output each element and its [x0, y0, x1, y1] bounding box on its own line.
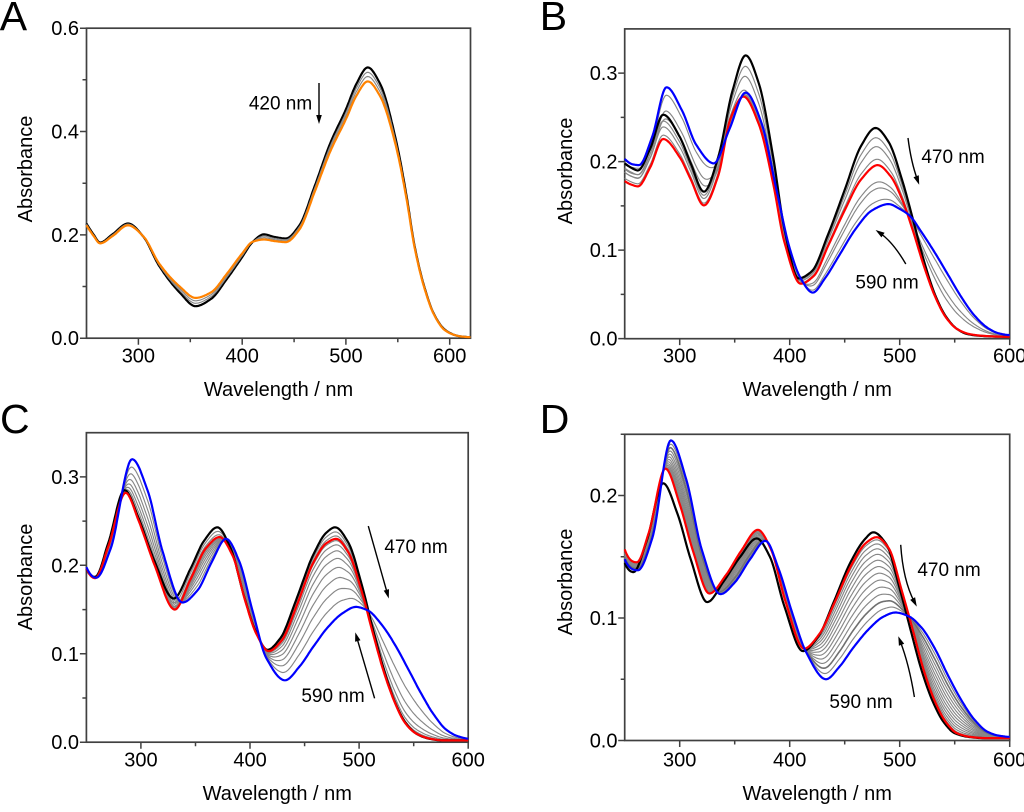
svg-text:0.3: 0.3 — [51, 467, 79, 489]
svg-text:Absorbance: Absorbance — [555, 529, 577, 636]
svg-text:Absorbance: Absorbance — [15, 116, 37, 223]
svg-text:0.1: 0.1 — [590, 608, 618, 630]
svg-text:0.2: 0.2 — [51, 555, 79, 577]
svg-text:600: 600 — [433, 346, 466, 368]
svg-text:Wavelength / nm: Wavelength / nm — [204, 379, 353, 401]
svg-text:0.2: 0.2 — [590, 486, 618, 508]
svg-text:300: 300 — [122, 346, 155, 368]
svg-text:600: 600 — [452, 750, 485, 772]
svg-text:Absorbance: Absorbance — [555, 118, 577, 225]
svg-text:0.0: 0.0 — [51, 732, 79, 754]
svg-text:600: 600 — [993, 346, 1024, 368]
svg-text:400: 400 — [225, 346, 258, 368]
svg-text:Wavelength / nm: Wavelength / nm — [743, 783, 892, 805]
svg-text:0.1: 0.1 — [590, 240, 618, 262]
svg-text:300: 300 — [663, 750, 696, 772]
svg-text:420 nm: 420 nm — [249, 94, 312, 115]
svg-text:500: 500 — [883, 346, 916, 368]
svg-text:C: C — [0, 396, 30, 442]
svg-text:500: 500 — [342, 750, 375, 772]
svg-text:D: D — [540, 396, 570, 442]
svg-text:470 nm: 470 nm — [384, 537, 447, 558]
svg-text:470 nm: 470 nm — [921, 147, 984, 168]
svg-text:0.2: 0.2 — [590, 152, 618, 174]
svg-text:300: 300 — [124, 750, 157, 772]
svg-text:0.0: 0.0 — [51, 328, 79, 350]
svg-text:0.6: 0.6 — [51, 18, 79, 40]
svg-text:400: 400 — [773, 750, 806, 772]
svg-text:Wavelength / nm: Wavelength / nm — [743, 379, 892, 401]
svg-text:A: A — [0, 0, 28, 39]
svg-text:300: 300 — [663, 346, 696, 368]
svg-text:0.4: 0.4 — [51, 122, 79, 144]
svg-text:Wavelength / nm: Wavelength / nm — [203, 783, 352, 805]
svg-text:500: 500 — [329, 346, 362, 368]
svg-text:400: 400 — [233, 750, 266, 772]
svg-text:590 nm: 590 nm — [829, 692, 892, 713]
svg-text:600: 600 — [993, 750, 1024, 772]
svg-text:0.0: 0.0 — [590, 329, 618, 351]
svg-text:590 nm: 590 nm — [855, 273, 918, 294]
svg-text:0.2: 0.2 — [51, 225, 79, 247]
svg-text:590 nm: 590 nm — [301, 686, 364, 707]
svg-text:500: 500 — [883, 750, 916, 772]
svg-text:Absorbance: Absorbance — [15, 524, 37, 631]
svg-text:0.3: 0.3 — [590, 63, 618, 85]
svg-text:470 nm: 470 nm — [917, 560, 980, 581]
svg-text:400: 400 — [773, 346, 806, 368]
svg-text:B: B — [540, 0, 567, 39]
svg-text:0.0: 0.0 — [590, 731, 618, 753]
svg-text:0.1: 0.1 — [51, 644, 79, 666]
